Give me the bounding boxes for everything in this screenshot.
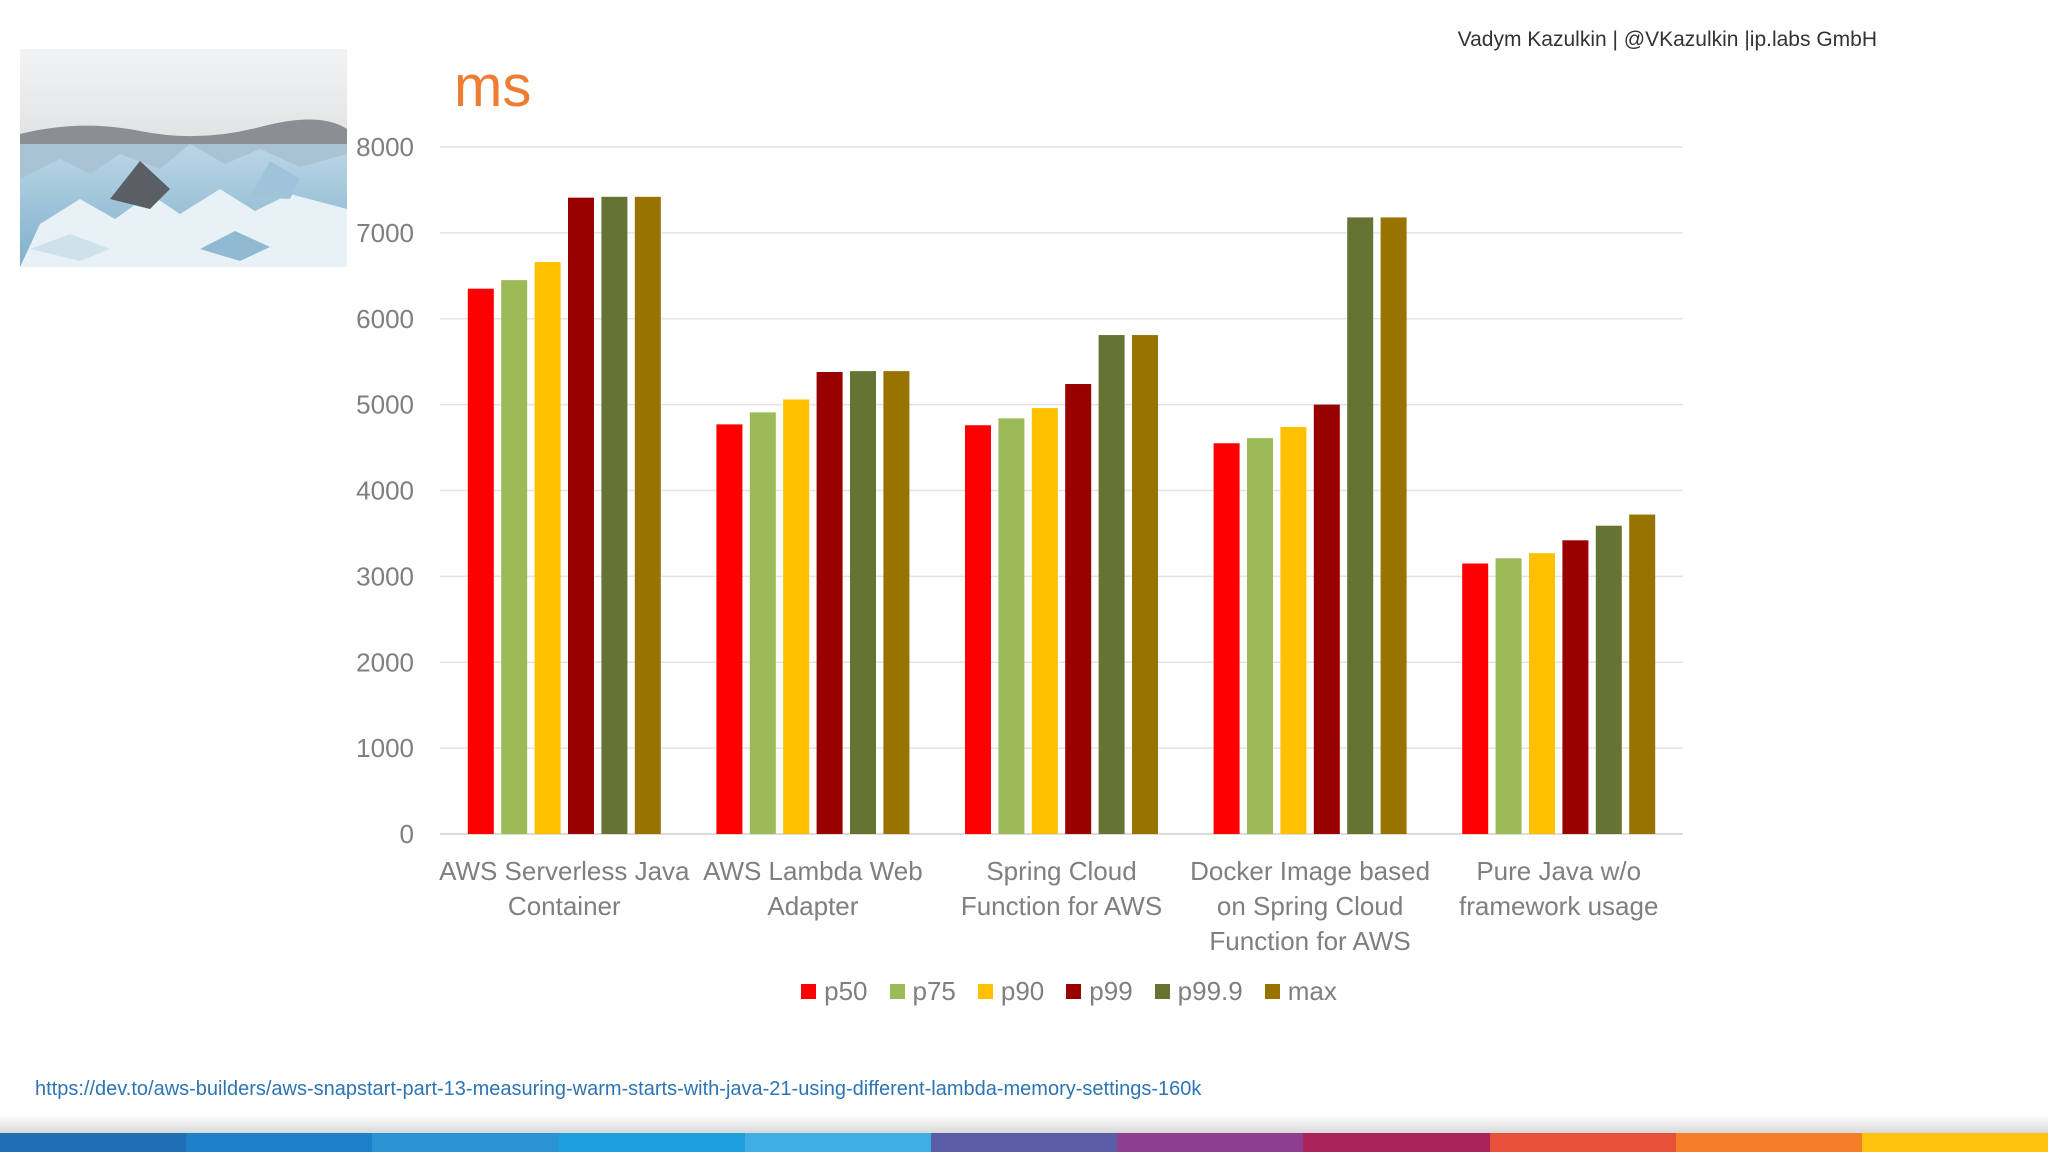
bar-p99 [1313,404,1340,834]
bar-p99-9 [850,371,876,834]
bar-p99-9 [1098,335,1125,834]
x-category-label: Container [508,891,621,921]
footer-segment [186,1133,373,1152]
bar-p90 [783,399,810,834]
x-category-label: AWS Lambda Web [703,856,923,886]
footer-segment [0,1133,187,1152]
legend-item-p90: p90 [977,976,1045,1007]
y-tick-label: 4000 [356,476,414,506]
chart-title: ms [454,54,532,119]
footer-segment [1861,1133,2048,1152]
y-tick-label: 0 [400,819,414,849]
bar-p50 [1462,563,1489,834]
x-category-label: Pure Java w/o [1476,856,1641,886]
y-tick-label: 8000 [356,132,414,162]
chart-legend: p50 p75 p90 p99 p99.9 max [0,976,2048,1007]
legend-item-max: max [1264,976,1337,1007]
author-credit: Vadym Kazulkin | @VKazulkin |ip.labs Gmb… [1457,28,1877,51]
bar-max [1132,335,1158,834]
legend-label: p99 [1089,976,1133,1006]
bar-p90 [1031,408,1058,834]
bar-p99 [1562,540,1589,834]
footer-segment [1303,1133,1490,1152]
legend-label: p90 [1000,976,1045,1006]
footer-shadow [0,1115,2048,1133]
footer-segment [744,1133,931,1152]
x-category-label: Spring Cloud [986,856,1136,886]
legend-label: max [1287,976,1337,1006]
footer-color-bar [0,1133,2048,1152]
legend-swatch [977,984,993,999]
footer-segment [1489,1133,1676,1152]
bar-p75 [1495,558,1522,834]
legend-label: p75 [912,976,956,1006]
bar-p50 [467,288,494,835]
bar-max [1380,217,1407,835]
bar-p50 [716,424,743,834]
bar-max [1629,514,1656,834]
legend-item-p50: p50 [801,976,868,1007]
x-category-label: Adapter [767,891,858,921]
y-tick-label: 5000 [356,390,414,420]
x-category-label: Function for AWS [961,891,1162,921]
bar-max [883,371,910,834]
legend-swatch [1154,984,1170,999]
legend-item-p99-9: p99.9 [1154,976,1243,1007]
bar-p99 [568,197,594,834]
legend-label: p50 [824,976,868,1006]
footer-segment [372,1133,559,1152]
bar-p75 [501,280,528,834]
bar-p99 [816,371,843,834]
footer-segment [1675,1133,1862,1152]
source-link[interactable]: https://dev.to/aws-builders/aws-snapstar… [35,1078,1202,1100]
bar-p90 [1529,553,1555,834]
legend-label: p99.9 [1177,976,1243,1006]
y-tick-label: 6000 [356,304,414,334]
y-tick-label: 2000 [356,647,414,677]
legend-swatch [1066,984,1082,999]
bar-p99-9 [1347,217,1374,835]
bar-max [634,196,661,834]
bar-p50 [1213,443,1240,834]
footer-segment [1117,1133,1304,1152]
x-category-label: Docker Image based [1190,856,1430,886]
y-tick-label: 1000 [356,733,414,763]
x-category-label: on Spring Cloud [1217,891,1403,921]
bar-p99-9 [1595,525,1622,834]
y-tick-label: 7000 [356,218,414,248]
bar-p75 [998,418,1025,834]
x-category-label: Function for AWS [1209,926,1410,956]
x-category-label: AWS Serverless Java [439,856,690,886]
bar-p90 [1280,426,1307,834]
bar-p50 [965,425,991,834]
legend-item-p99: p99 [1066,976,1133,1007]
bar-p90 [534,262,561,834]
footer-segment [558,1133,745,1152]
y-tick-label: 3000 [356,561,414,591]
bar-p75 [1247,438,1273,834]
x-category-label: framework usage [1459,891,1658,921]
legend-swatch [889,984,905,999]
bar-p99-9 [601,196,628,834]
legend-item-p75: p75 [889,976,956,1007]
legend-swatch [801,984,817,999]
iceberg-photo [20,49,347,267]
bar-p99 [1065,384,1092,834]
bar-p75 [749,412,776,834]
legend-swatch [1264,984,1280,999]
footer-segment [930,1133,1118,1152]
